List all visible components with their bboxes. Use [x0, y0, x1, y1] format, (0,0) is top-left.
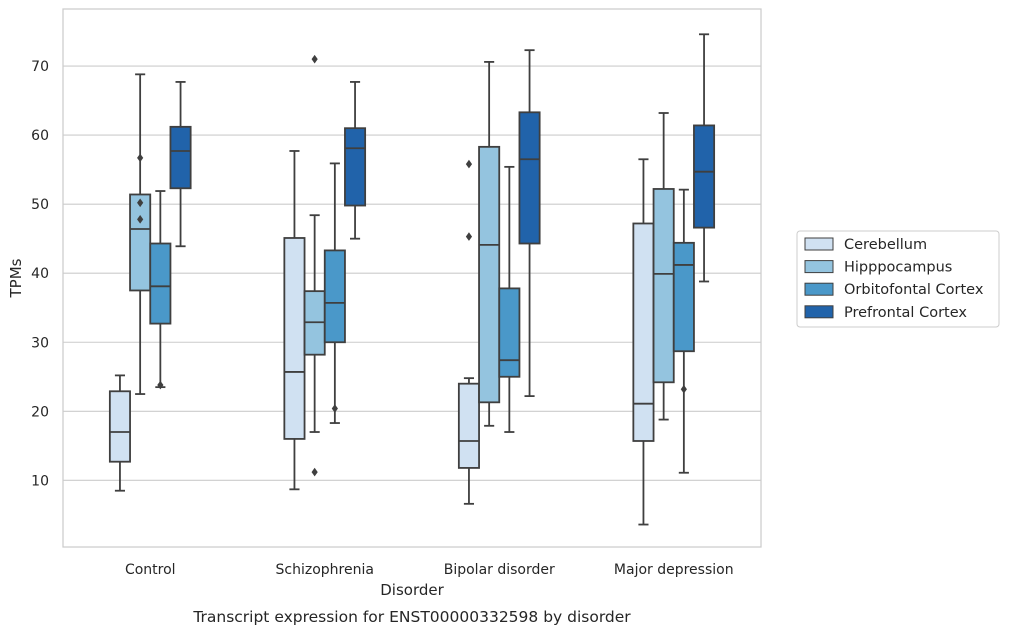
box-prefrontal-cortex [518, 49, 541, 398]
legend-frame [796, 230, 1000, 328]
outlier-point [137, 198, 144, 208]
legend-item: Prefrontal Cortex [804, 305, 967, 321]
iqr-box [632, 222, 655, 442]
iqr-box [323, 249, 346, 344]
legend-swatch [804, 282, 834, 296]
iqr-box [693, 124, 716, 229]
box-orbitofontal-cortex [672, 188, 695, 474]
box-hipppocampus [303, 54, 326, 477]
y-tick-label: 50 [31, 197, 49, 213]
iqr-box [498, 287, 521, 378]
x-tick-label: Bipolar disorder [444, 562, 555, 578]
legend-items: Cerebellum Hipppocampus Orbitofontal Corte… [804, 237, 984, 321]
outlier-point [465, 159, 473, 169]
legend-label: Prefrontal Cortex [844, 305, 967, 321]
boxes [108, 33, 716, 526]
outlier-point [331, 404, 338, 413]
outlier-point [137, 215, 144, 224]
iqr-box [478, 145, 501, 404]
x-axis-label: Disorder [380, 581, 444, 599]
outlier-point [465, 232, 473, 241]
box-prefrontal-cortex [169, 81, 192, 248]
y-tick-label: 10 [31, 473, 49, 489]
iqr-box [652, 188, 675, 384]
box-cerebellum [108, 374, 131, 492]
y-tick-label: 60 [31, 128, 49, 144]
legend-label: Orbitofontal Cortex [844, 282, 984, 298]
y-tick-label: 40 [31, 266, 49, 282]
box-hipppocampus [652, 112, 675, 421]
y-tick-label: 30 [31, 335, 49, 351]
box-cerebellum [632, 158, 655, 526]
outlier-point [137, 153, 144, 163]
outlier-point [311, 54, 318, 64]
y-tick-labels: 10 20 30 40 50 60 70 [31, 59, 49, 489]
x-tick-label: Major depression [614, 562, 734, 578]
box-hipppocampus [478, 61, 501, 427]
iqr-box [169, 125, 192, 190]
iqr-box [283, 237, 306, 440]
x-tick-label: Schizophrenia [276, 562, 374, 578]
legend-swatch [804, 305, 834, 319]
box-orbitofontal-cortex [498, 165, 521, 433]
outlier-point [157, 380, 164, 390]
x-tick-labels: Control Schizophrenia Bipolar disorder Majo… [125, 562, 734, 578]
box-orbitofontal-cortex [149, 190, 172, 390]
x-tick-label: Control [125, 562, 176, 578]
iqr-box [672, 241, 695, 353]
legend-item: Orbitofontal Cortex [804, 282, 984, 298]
outlier-point [680, 384, 687, 394]
legend: Cerebellum Hipppocampus Orbitofontal Corte… [796, 230, 1000, 328]
iqr-box [129, 193, 152, 292]
legend-item: Cerebellum [804, 237, 927, 253]
legend-label: Hipppocampus [844, 260, 952, 276]
iqr-box [518, 111, 541, 245]
outlier-point [311, 467, 318, 477]
iqr-box [457, 382, 480, 469]
iqr-box [149, 242, 172, 325]
box-cerebellum [283, 150, 306, 491]
y-tick-label: 20 [31, 404, 49, 420]
y-axis-label: TPMs [7, 258, 25, 298]
plot-frame [62, 8, 762, 548]
box-hipppocampus [129, 73, 152, 395]
box-cerebellum [457, 159, 480, 505]
box-prefrontal-cortex [693, 33, 716, 283]
iqr-box [344, 127, 367, 207]
legend-label: Cerebellum [844, 237, 927, 253]
box-prefrontal-cortex [344, 81, 367, 240]
y-tick-label: 70 [31, 59, 49, 75]
box-orbitofontal-cortex [323, 162, 346, 424]
legend-item: Hipppocampus [804, 260, 952, 276]
iqr-box [108, 390, 131, 463]
legend-swatch [804, 260, 834, 274]
chart-caption: Transcript expression for ENST0000033259… [192, 608, 631, 626]
legend-swatch [804, 237, 834, 251]
